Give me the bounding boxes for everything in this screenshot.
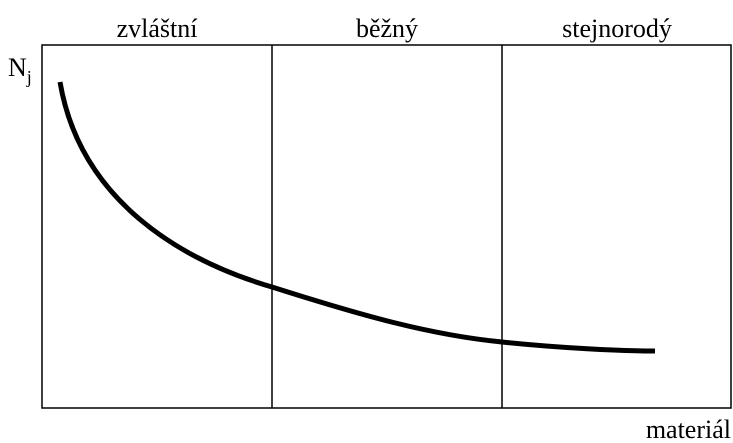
curve (57, 81, 656, 354)
x-axis-label: materiál (646, 415, 731, 443)
column-label: stejnorodý (562, 14, 672, 43)
column-label: zvláštní (117, 14, 198, 43)
y-axis-label: Nj (8, 53, 32, 87)
y-label-subscript: j (26, 67, 32, 87)
y-label-main: N (8, 53, 27, 82)
frame (41, 44, 732, 409)
column-label: běžný (356, 14, 418, 43)
